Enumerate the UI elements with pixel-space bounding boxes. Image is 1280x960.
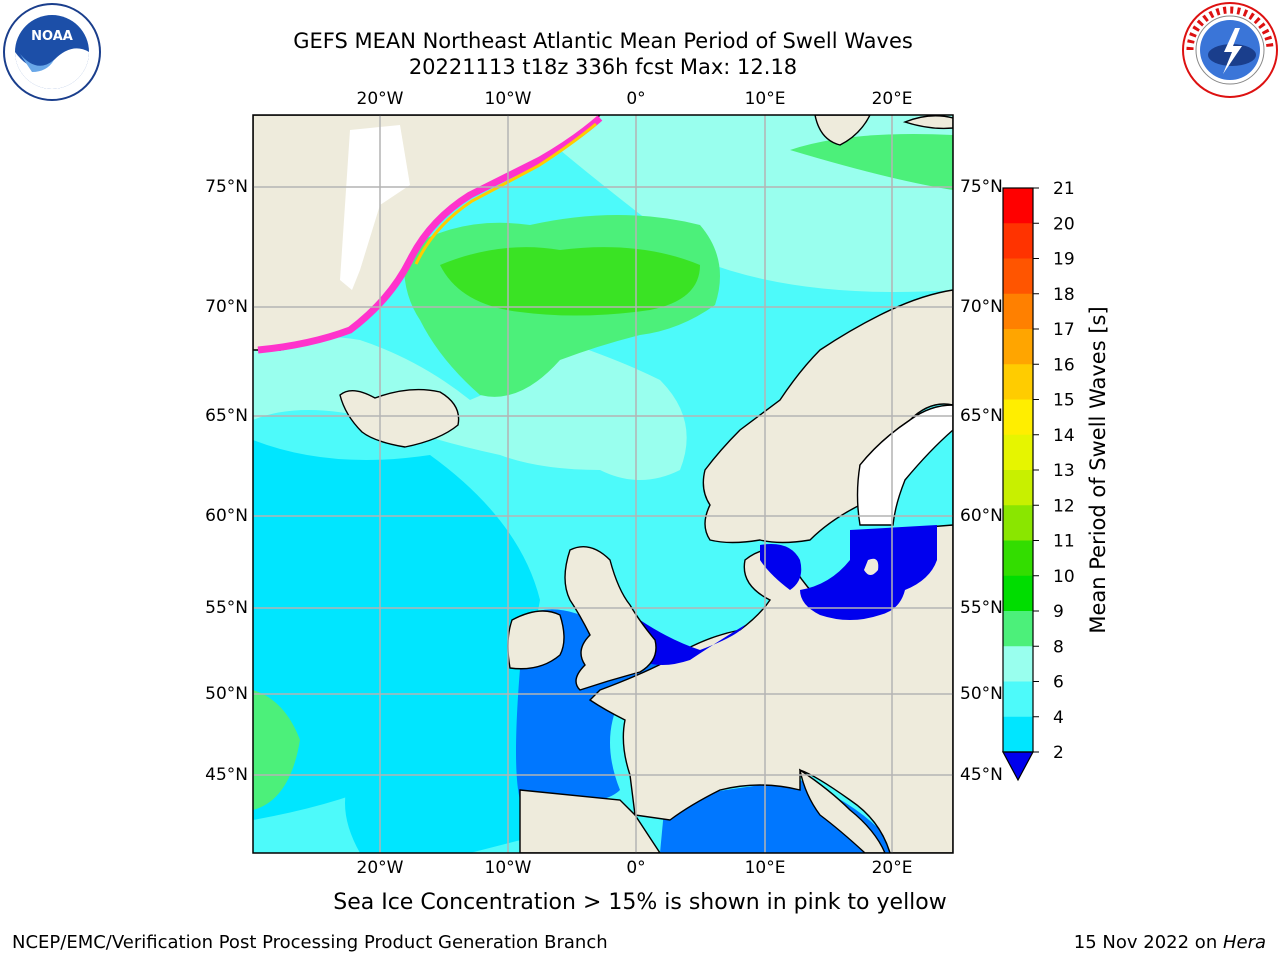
colorbar-segment	[1003, 646, 1033, 682]
colorbar-tick-label: 16	[1053, 355, 1075, 375]
land-italy	[798, 768, 886, 853]
ocean-fill-9-10s	[790, 134, 953, 190]
ocean-fill-8-9s	[253, 336, 687, 480]
colorbar-segment	[1003, 681, 1033, 718]
colorbar-tick-label: 21	[1053, 179, 1075, 199]
lat-label-right: 55°N	[960, 598, 1003, 618]
colorbar-segment	[1003, 540, 1033, 577]
colorbar-tick-label: 2	[1053, 743, 1064, 763]
lon-label-top: 10°W	[484, 89, 532, 109]
lon-label-top: 20°E	[871, 89, 913, 109]
colorbar-segment	[1003, 399, 1033, 436]
kattegat	[760, 544, 802, 590]
land-great-britain	[564, 546, 657, 691]
lon-label-bottom: 10°W	[484, 858, 532, 878]
lon-label-bottom: 10°E	[744, 858, 786, 878]
lat-label-left: 55°N	[205, 598, 248, 618]
lat-label-right: 60°N	[960, 506, 1003, 526]
land-svalbard	[814, 115, 871, 146]
footer-credit: NCEP/EMC/Verification Post Processing Pr…	[12, 932, 608, 953]
lat-label-left: 60°N	[205, 506, 248, 526]
lat-label-left: 70°N	[205, 297, 248, 317]
map-frame	[252, 114, 954, 854]
ocean-fill-4-6s	[345, 455, 560, 853]
lon-label-bottom: 20°E	[871, 858, 913, 878]
lat-label-right: 45°N	[960, 765, 1003, 785]
colorbar-segment	[1003, 434, 1033, 471]
ocean-fill-9-10s	[253, 690, 300, 810]
colorbar-segment	[1003, 575, 1033, 612]
colorbar-segment	[1003, 329, 1033, 365]
noaa-logo: NOAA	[3, 3, 101, 101]
colorbar-tick-label: 11	[1053, 532, 1075, 552]
colorbar-tick-label: 17	[1053, 320, 1075, 340]
lon-label-top: 10°E	[744, 89, 786, 109]
colorbar-segment	[1003, 293, 1033, 330]
lat-label-right: 65°N	[960, 406, 1003, 426]
chart-title: GEFS MEAN Northeast Atlantic Mean Period…	[293, 29, 913, 53]
colorbar-tick-label: 6	[1053, 673, 1064, 693]
ocean-fill-10-11s	[440, 247, 700, 316]
colorbar-tick-label: 20	[1053, 214, 1075, 234]
colorbar-tick-label: 10	[1053, 567, 1075, 587]
lat-label-right: 50°N	[960, 684, 1003, 704]
lat-label-right: 70°N	[960, 297, 1003, 317]
colorbar-tick-label: 13	[1053, 461, 1075, 481]
colorbar-segment	[1003, 223, 1033, 259]
lon-label-bottom: 20°W	[356, 858, 404, 878]
colorbar-tick-label: 15	[1053, 391, 1075, 411]
colorbar-extend-triangle	[1001, 751, 1035, 782]
colorbar-tick-label: 12	[1053, 496, 1075, 516]
lon-label-top: 20°W	[356, 89, 404, 109]
colorbar-tick-label: 4	[1053, 708, 1064, 728]
land-gotland	[864, 558, 879, 575]
colorbar-tick-label: 14	[1053, 426, 1075, 446]
land-svalbard-east	[902, 115, 953, 130]
footer-date: 15 Nov 2022 on Hera	[1073, 932, 1266, 953]
colorbar-tick-label: 9	[1053, 602, 1064, 622]
lon-label-bottom: 0°	[626, 858, 646, 878]
lat-label-right: 75°N	[960, 177, 1003, 197]
sea-ice-edge	[257, 115, 603, 354]
ice-sheet	[340, 125, 410, 290]
svg-text:NOAA: NOAA	[31, 29, 73, 44]
colorbar-tick-label: 18	[1053, 285, 1075, 305]
colorbar-tick-label: 8	[1053, 637, 1064, 657]
colorbar-segment	[1003, 188, 1033, 224]
colorbar-segment	[1003, 505, 1033, 541]
lat-label-left: 65°N	[205, 406, 248, 426]
lat-label-left: 45°N	[205, 765, 248, 785]
colorbar-segment	[1003, 364, 1033, 400]
land-iberia	[519, 789, 661, 853]
land-iceland	[339, 388, 460, 448]
forecast-info: 20221113 t18z 336h fcst Max: 12.18	[408, 55, 798, 79]
colorbar-segment	[1003, 470, 1033, 506]
colorbar-segment	[1003, 716, 1033, 753]
nws-logo	[1182, 2, 1278, 98]
lon-label-top: 0°	[626, 89, 646, 109]
channel-shallow	[640, 620, 745, 665]
lat-label-left: 75°N	[205, 177, 248, 197]
colorbar-segment	[1003, 258, 1033, 295]
colorbar-tick-label: 19	[1053, 250, 1075, 270]
colorbar-segment	[1003, 611, 1033, 647]
lat-label-left: 50°N	[205, 684, 248, 704]
gulf-of-bothnia	[856, 404, 953, 526]
sea-ice-caption: Sea Ice Concentration > 15% is shown in …	[333, 890, 947, 915]
